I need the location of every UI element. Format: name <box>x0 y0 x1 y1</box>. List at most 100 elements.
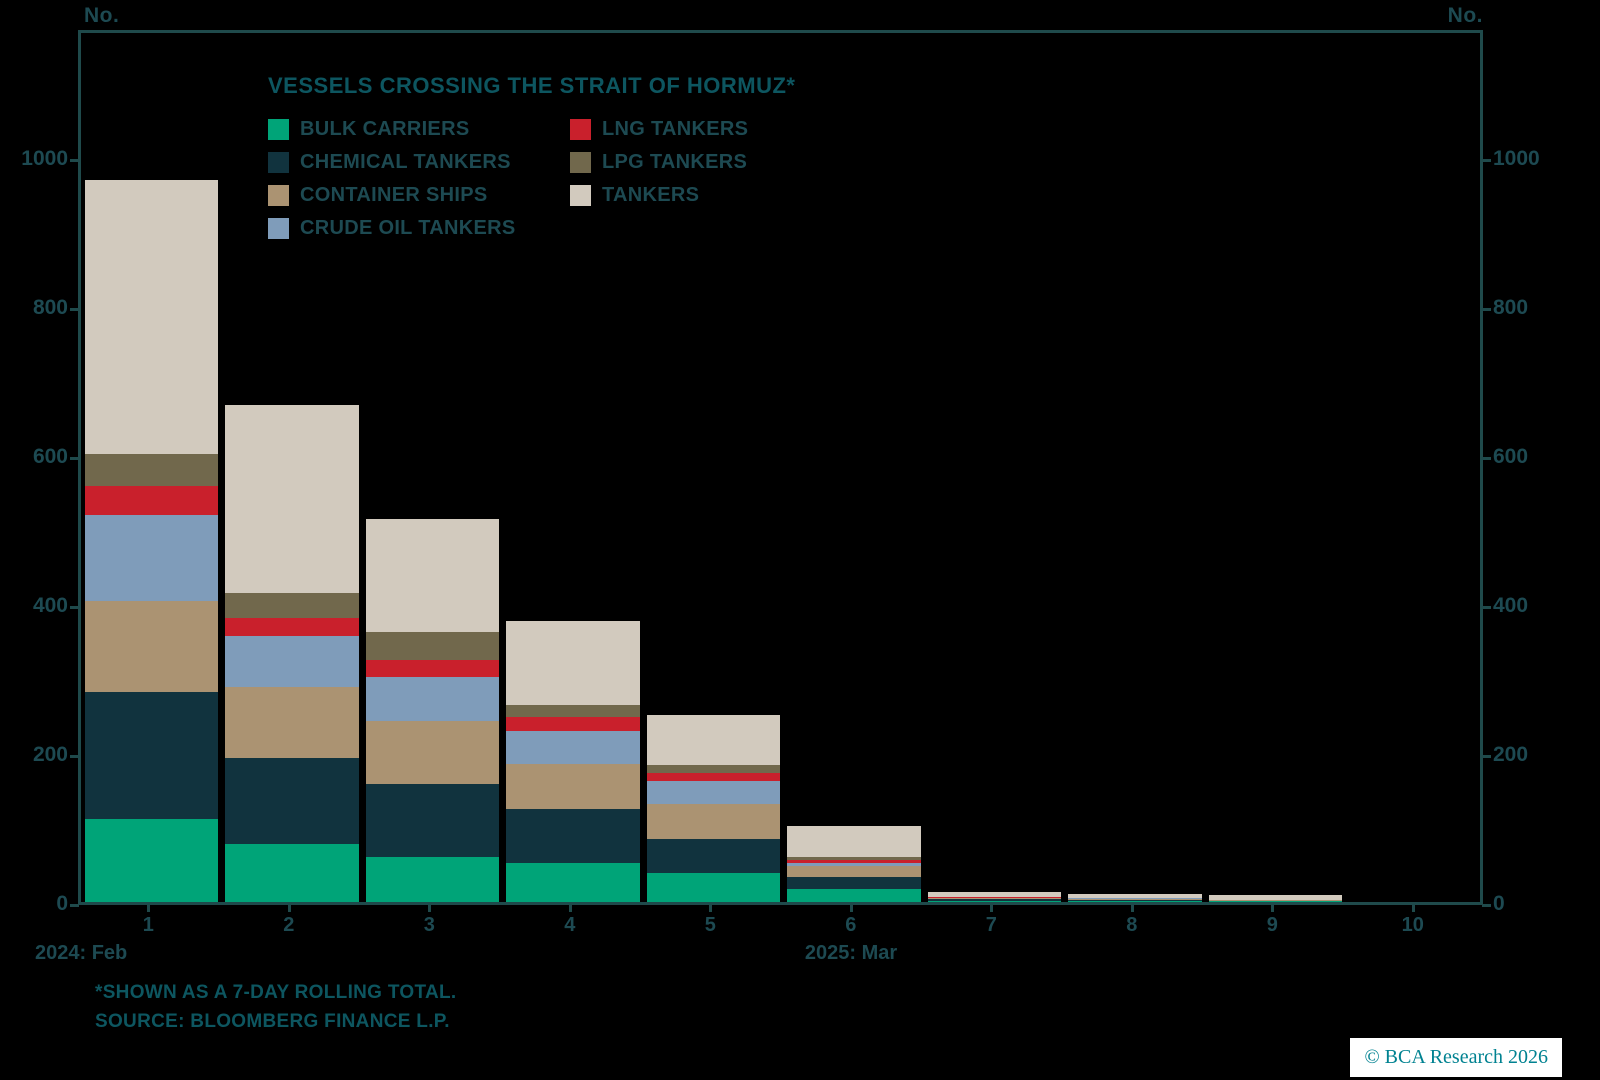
y-tick-mark-right <box>1482 457 1491 461</box>
legend-swatch <box>570 185 591 206</box>
y-tick-mark-right <box>1482 606 1491 610</box>
legend-label: TANKERS <box>602 184 700 206</box>
legend-label: LNG TANKERS <box>602 118 749 140</box>
x-tick-mark <box>1411 903 1415 912</box>
x-tick-label: 4 <box>564 914 576 936</box>
x-tick-label: 6 <box>845 914 857 936</box>
y-tick-label-left: 0 <box>56 892 68 915</box>
bar-segment <box>84 453 218 487</box>
bar-segment <box>225 405 359 593</box>
bar-segment <box>506 717 640 731</box>
y-tick-label-right: 200 <box>1493 743 1529 767</box>
legend-swatch <box>268 119 289 140</box>
bar-segment <box>225 757 359 844</box>
legend-column: BULK CARRIERS CHEMICAL TANKERS CONTAINER S… <box>268 113 570 245</box>
bar-segment <box>506 730 640 764</box>
legend-label: CRUDE OIL TANKERS <box>300 217 516 239</box>
legend-item: CRUDE OIL TANKERS <box>268 212 570 245</box>
bar-segment <box>506 621 640 706</box>
x-tick-label: 3 <box>423 914 435 936</box>
y-tick-label-left: 200 <box>32 743 68 767</box>
x-axis-start-date: 2024: Feb <box>35 942 128 964</box>
bar-segment <box>646 872 780 902</box>
legend-label: CHEMICAL TANKERS <box>300 151 511 173</box>
bar-segment <box>1208 899 1342 902</box>
legend-swatch <box>268 218 289 239</box>
x-tick-label: 1 <box>142 914 154 936</box>
bar-segment <box>84 692 218 819</box>
x-tick-label: 10 <box>1401 914 1424 936</box>
bar-segment <box>365 518 499 632</box>
legend-swatch <box>570 152 591 173</box>
bar-segment <box>1068 897 1202 900</box>
x-tick-mark <box>147 903 151 912</box>
y-tick-mark-right <box>1482 308 1491 312</box>
y-tick-label-right: 600 <box>1493 445 1529 469</box>
chart-title: VESSELS CROSSING THE STRAIT OF HORMUZ* <box>268 73 796 98</box>
bar-segment <box>787 826 921 858</box>
bar-segment <box>787 876 921 889</box>
y-tick-mark-left <box>70 457 79 461</box>
y-tick-label-left: 600 <box>32 445 68 469</box>
bar-segment <box>225 618 359 637</box>
plot-frame: VESSELS CROSSING THE STRAIT OF HORMUZ* B… <box>78 30 1483 905</box>
x-tick-mark <box>428 903 432 912</box>
legend: VESSELS CROSSING THE STRAIT OF HORMUZ* B… <box>268 73 795 245</box>
legend-item: TANKERS <box>570 179 748 212</box>
bar-segment <box>787 857 921 860</box>
bar-segment <box>365 783 499 857</box>
footnote-line1: *SHOWN AS A 7-DAY ROLLING TOTAL. <box>95 982 457 1003</box>
bar-segment <box>506 808 640 863</box>
footnote-line2: SOURCE: BLOOMBERG FINANCE L.P. <box>95 1011 450 1032</box>
bar-segment <box>646 803 780 840</box>
bar-segment <box>84 486 218 515</box>
bar-segment <box>646 764 780 774</box>
bar-segment <box>927 897 1061 900</box>
plot-area <box>81 33 1480 902</box>
legend-item: CONTAINER SHIPS <box>268 179 570 212</box>
bar-segment <box>365 721 499 784</box>
bar-segment <box>365 631 499 660</box>
x-tick-label: 8 <box>1126 914 1138 936</box>
bar-segment <box>225 686 359 758</box>
y-axis-unit-left: No. <box>84 4 120 27</box>
y-tick-label-right: 400 <box>1493 594 1529 618</box>
bar-segment <box>84 180 218 454</box>
legend-item: BULK CARRIERS <box>268 113 570 146</box>
y-tick-mark-right <box>1482 904 1491 907</box>
x-tick-mark <box>287 903 291 912</box>
bar-segment <box>646 780 780 804</box>
y-tick-mark-right <box>1482 159 1491 163</box>
bar-segment <box>927 900 1061 902</box>
y-tick-label-right: 0 <box>1493 892 1505 915</box>
x-tick-label: 7 <box>985 914 997 936</box>
footnote: *SHOWN AS A 7-DAY ROLLING TOTAL. SOURCE:… <box>95 978 456 1036</box>
y-tick-label-right: 800 <box>1493 296 1529 320</box>
y-tick-label-right: 1000 <box>1493 147 1540 171</box>
bar-segment <box>506 862 640 902</box>
x-tick-mark <box>709 903 713 912</box>
legend-item: LPG TANKERS <box>570 146 748 179</box>
y-tick-mark-left <box>70 606 79 610</box>
y-tick-mark-right <box>1482 755 1491 759</box>
bar-segment <box>787 859 921 863</box>
bar-segment <box>506 705 640 718</box>
y-tick-mark-left <box>70 308 79 312</box>
legend-label: BULK CARRIERS <box>300 118 470 140</box>
legend-columns: BULK CARRIERS CHEMICAL TANKERS CONTAINER S… <box>268 113 795 245</box>
bar-segment <box>646 715 780 765</box>
legend-column: LNG TANKERS LPG TANKERS TANKERS <box>570 113 748 245</box>
bar-segment <box>646 839 780 873</box>
x-tick-label: 5 <box>704 914 716 936</box>
bar-segment <box>84 818 218 902</box>
y-axis-unit-right: No. <box>1447 4 1483 27</box>
bar-segment <box>927 896 1061 898</box>
y-tick-mark-left <box>70 904 79 907</box>
bar-segment <box>365 659 499 678</box>
bar-segment <box>927 899 1061 901</box>
bar-segment <box>1068 900 1202 902</box>
bar-segment <box>84 514 218 602</box>
bar-segment <box>787 862 921 867</box>
legend-label: CONTAINER SHIPS <box>300 184 488 206</box>
